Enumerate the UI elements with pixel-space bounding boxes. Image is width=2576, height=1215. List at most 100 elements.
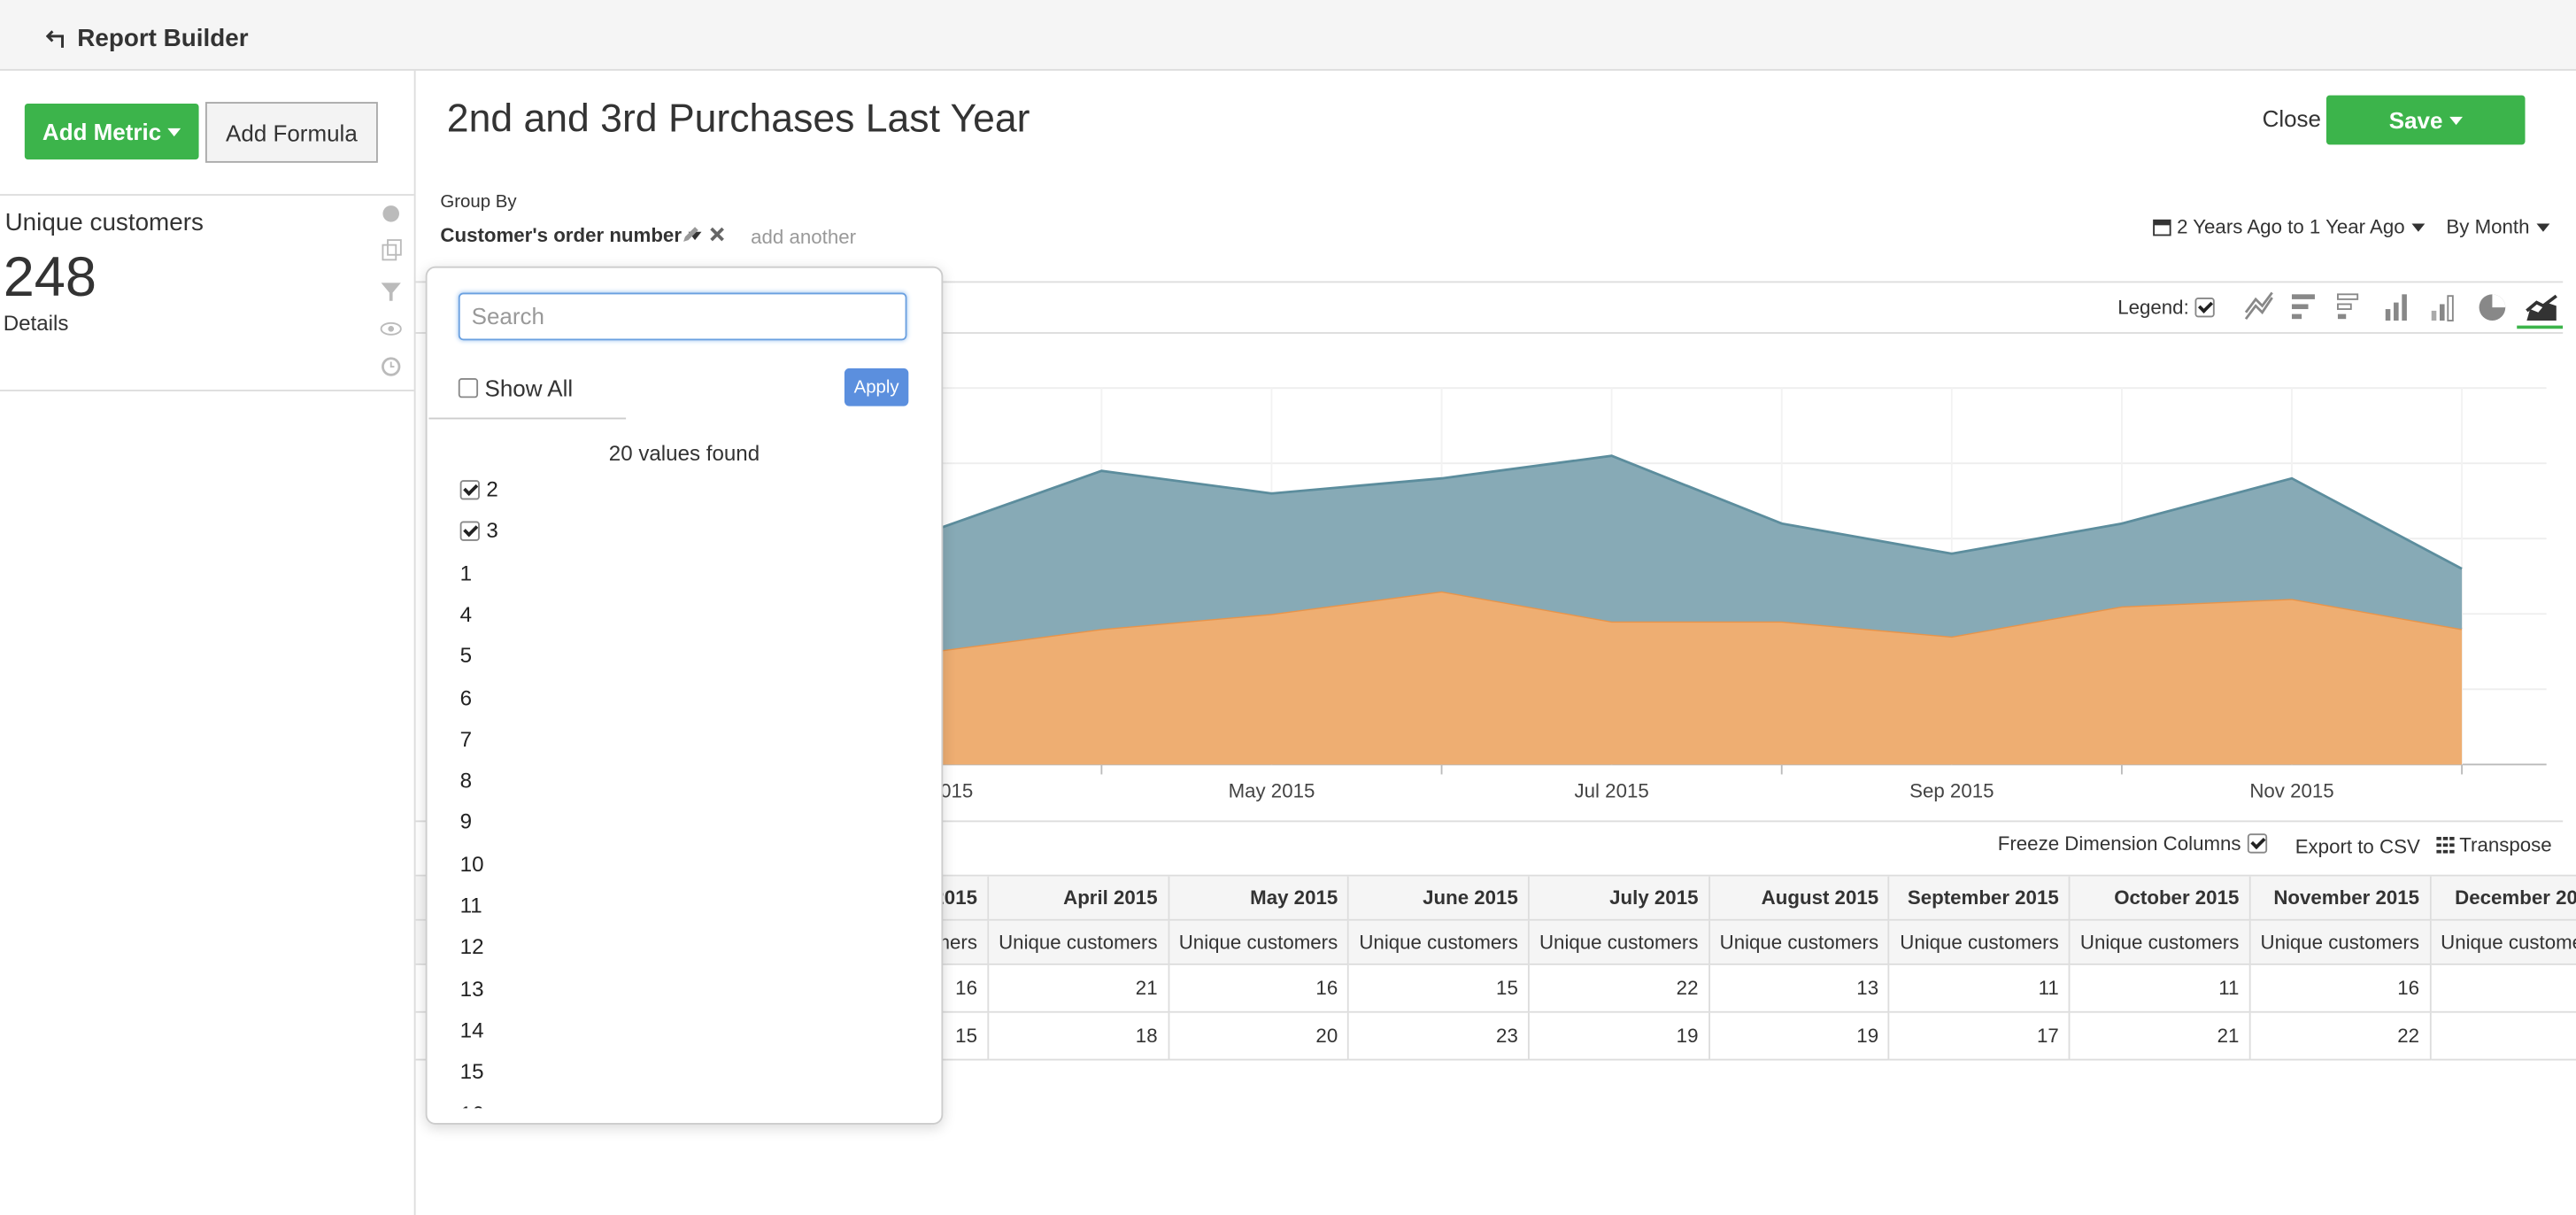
data-cell: 16: [1168, 963, 1350, 1013]
metric-header[interactable]: Unique customers: [1708, 919, 1891, 965]
option-label: 4: [459, 601, 473, 627]
column-header[interactable]: December 2015: [2430, 876, 2576, 921]
group-by-value: Customer's order number: [440, 223, 682, 247]
filter-option[interactable]: 14: [460, 1018, 484, 1042]
save-button[interactable]: Save: [2325, 95, 2526, 145]
column-header[interactable]: September 2015: [1889, 876, 2071, 921]
filter-option[interactable]: 12: [460, 934, 484, 959]
metric-card: [0, 194, 414, 391]
data-cell: 20: [1168, 1011, 1350, 1061]
checkbox: [459, 479, 480, 499]
filter-option[interactable]: 2: [459, 476, 498, 502]
filter-option[interactable]: 5: [460, 643, 472, 668]
option-label: 2: [486, 476, 498, 502]
top-bar: [0, 0, 2576, 71]
metric-header[interactable]: Unique customers: [988, 919, 1169, 965]
option-label: 16: [460, 1101, 484, 1108]
data-cell: 19: [1708, 1011, 1891, 1061]
filter-option[interactable]: 3: [459, 518, 498, 544]
filter-option[interactable]: 10: [460, 851, 484, 876]
save-label: Save: [2388, 106, 2443, 134]
option-label: 12: [459, 934, 484, 959]
filter-option[interactable]: 4: [460, 601, 472, 626]
column-header[interactable]: November 2015: [2249, 876, 2431, 921]
metric-value: 248: [3, 246, 97, 310]
data-cell: 22: [2249, 1011, 2431, 1061]
option-label: 15: [459, 1058, 484, 1084]
filter-option[interactable]: 7: [460, 726, 472, 751]
data-cell: 21: [2069, 1011, 2251, 1061]
checkbox: [459, 521, 480, 541]
add-formula-button[interactable]: Add Formula: [204, 102, 378, 163]
metric-header[interactable]: Unique customers: [2069, 919, 2251, 965]
data-cell: 18: [2430, 1011, 2576, 1061]
data-cell: 21: [988, 963, 1169, 1013]
metric-header[interactable]: Unique customers: [2249, 919, 2431, 965]
filter-option[interactable]: 8: [460, 768, 472, 793]
transpose-button[interactable]: Transpose: [2436, 833, 2552, 856]
option-label: 7: [459, 726, 473, 752]
filter-option[interactable]: 13: [460, 976, 484, 1001]
export-button[interactable]: Export to CSV: [2294, 835, 2420, 859]
option-label: 3: [486, 518, 498, 544]
apply-button[interactable]: Apply: [844, 368, 909, 406]
close-button[interactable]: Close: [2262, 104, 2322, 132]
option-label: 6: [459, 685, 473, 710]
data-cell: 11: [2069, 963, 2251, 1013]
data-cell: 16: [2249, 963, 2431, 1013]
column-header[interactable]: August 2015: [1708, 876, 1891, 921]
metric-header[interactable]: Unique customers: [1348, 919, 1530, 965]
filter-option[interactable]: 1: [460, 560, 472, 584]
interval-picker[interactable]: By Month: [2446, 215, 2549, 238]
back-icon[interactable]: [45, 27, 69, 50]
interval: By Month: [2446, 215, 2530, 239]
add-another-link[interactable]: add another: [751, 225, 857, 249]
metric-header[interactable]: Unique customers: [1528, 919, 1710, 965]
metric-header[interactable]: Unique customers: [1889, 919, 2071, 965]
column-header[interactable]: June 2015: [1348, 876, 1530, 921]
metric-header[interactable]: Unique customers: [2430, 919, 2576, 965]
add-metric-label: Add Metric: [42, 118, 162, 145]
chart-type-icons[interactable]: [2241, 290, 2564, 329]
divider: [428, 417, 627, 420]
search-input[interactable]: Search: [458, 292, 907, 341]
option-label: 9: [459, 809, 473, 835]
column-header[interactable]: April 2015: [988, 876, 1169, 921]
legend-label: Legend:: [2117, 296, 2189, 320]
metric-header[interactable]: Unique customers: [1168, 919, 1350, 965]
group-by-icons[interactable]: [682, 225, 731, 244]
option-label: 10: [459, 851, 484, 876]
metric-icons[interactable]: [378, 201, 405, 382]
page-title[interactable]: Report Builder: [77, 24, 249, 53]
filter-option[interactable]: 16: [460, 1101, 484, 1108]
column-header[interactable]: May 2015: [1168, 876, 1350, 921]
calendar-icon: [2153, 219, 2171, 236]
filter-option[interactable]: 15: [460, 1059, 484, 1084]
column-header[interactable]: October 2015: [2069, 876, 2251, 921]
chart-panel: [415, 281, 2564, 823]
filter-option[interactable]: 9: [460, 809, 472, 834]
metric-details[interactable]: Details: [3, 310, 69, 336]
filter-option[interactable]: 11: [460, 893, 482, 917]
data-cell: 11: [1889, 963, 2071, 1013]
data-cell: 17: [1889, 1011, 2071, 1061]
option-label: 13: [459, 976, 484, 1001]
option-label: 5: [459, 643, 473, 669]
column-header[interactable]: July 2015: [1528, 876, 1710, 921]
metric-name: Unique customers: [4, 208, 204, 237]
date-range-picker[interactable]: 2 Years Ago to 1 Year Ago: [2152, 215, 2425, 238]
freeze-toggle[interactable]: Freeze Dimension Columns: [1997, 832, 2268, 855]
data-cell: 23: [1348, 1011, 1530, 1061]
filter-option[interactable]: 6: [460, 685, 472, 709]
freeze-label: Freeze Dimension Columns: [1997, 832, 2241, 855]
option-label: 14: [459, 1018, 484, 1042]
group-by-dimension[interactable]: Customer's order number: [440, 223, 702, 247]
add-metric-button[interactable]: Add Metric: [24, 103, 199, 160]
report-title[interactable]: 2nd and 3rd Purchases Last Year: [446, 97, 1030, 142]
data-cell: 22: [1528, 963, 1710, 1013]
sidebar-divider: [413, 70, 416, 1215]
legend-toggle[interactable]: Legend:: [2117, 296, 2216, 320]
